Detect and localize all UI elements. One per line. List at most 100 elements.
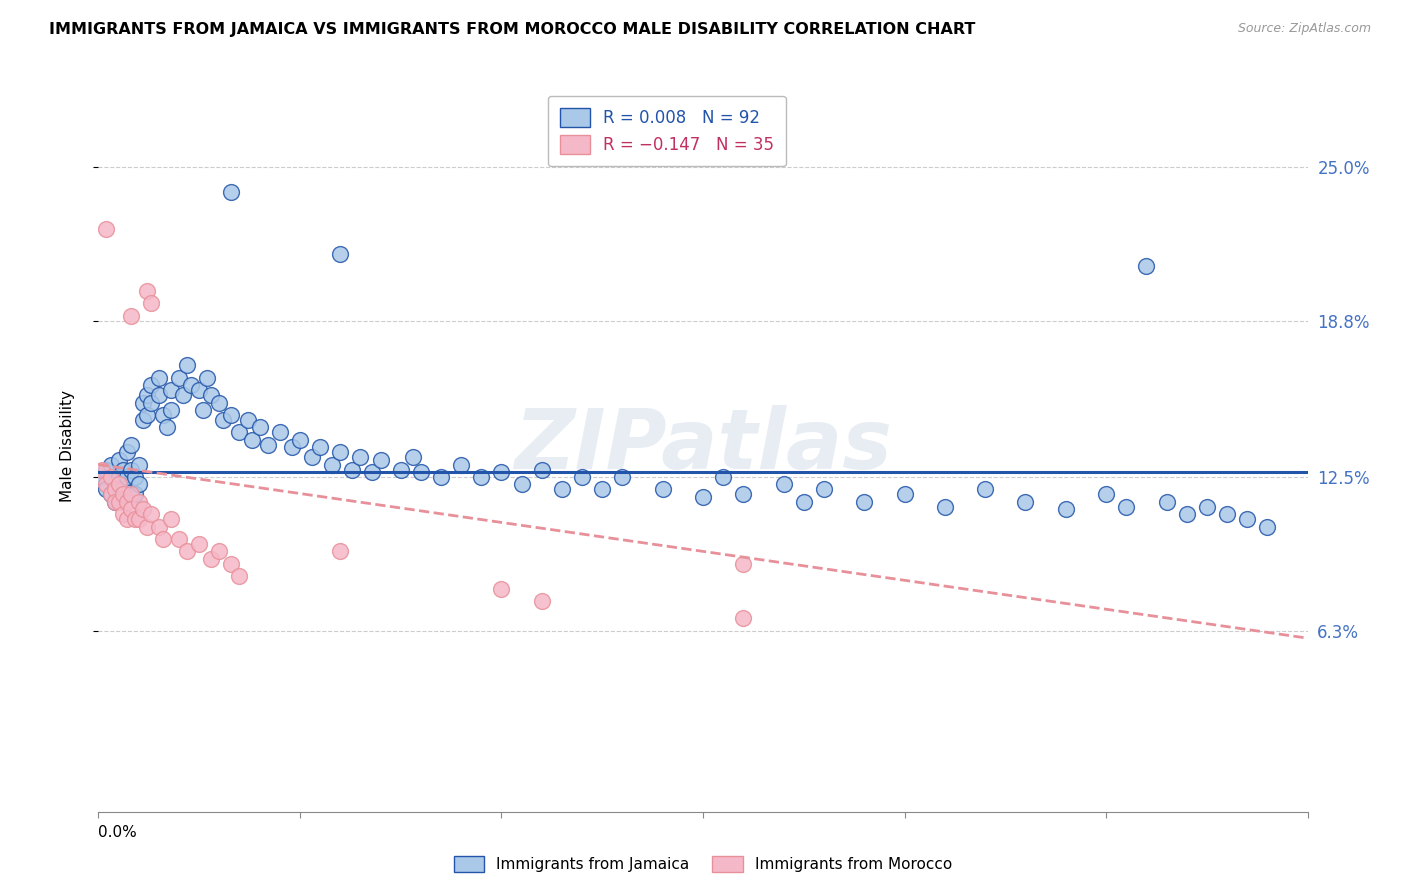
Point: [91, 470, 114, 484]
Point: [96, 222, 118, 236]
Point: [128, 512, 150, 526]
Point: [100, 470, 122, 484]
Point: [402, 450, 425, 465]
Point: [188, 383, 211, 397]
Point: [180, 378, 202, 392]
Point: [733, 611, 755, 625]
Point: [1195, 500, 1218, 514]
Point: [167, 532, 190, 546]
Legend: R = 0.008   N = 92, R = −0.147   N = 35: R = 0.008 N = 92, R = −0.147 N = 35: [548, 96, 786, 166]
Point: [128, 458, 150, 472]
Point: [551, 483, 574, 497]
Point: [111, 487, 134, 501]
Point: [156, 420, 179, 434]
Point: [612, 470, 634, 484]
Point: [120, 309, 142, 323]
Point: [193, 403, 215, 417]
Point: [120, 438, 142, 452]
Point: [893, 487, 915, 501]
Point: [96, 462, 118, 476]
Point: [236, 413, 259, 427]
Point: [309, 440, 332, 454]
Point: [167, 371, 190, 385]
Point: [793, 495, 815, 509]
Point: [772, 477, 794, 491]
Legend: Immigrants from Jamaica, Immigrants from Morocco: Immigrants from Jamaica, Immigrants from…: [446, 848, 960, 880]
Point: [132, 413, 155, 427]
Text: 0.0%: 0.0%: [98, 825, 138, 840]
Point: [1256, 519, 1278, 533]
Point: [329, 544, 352, 558]
Point: [1054, 502, 1077, 516]
Point: [200, 388, 222, 402]
Point: [128, 495, 150, 509]
Point: [124, 487, 146, 501]
Point: [160, 403, 183, 417]
Point: [128, 477, 150, 491]
Point: [591, 483, 613, 497]
Point: [115, 445, 138, 459]
Point: [1175, 507, 1198, 521]
Point: [733, 557, 755, 571]
Point: [342, 462, 364, 476]
Point: [240, 433, 263, 447]
Point: [148, 519, 170, 533]
Point: [188, 537, 211, 551]
Point: [1095, 487, 1118, 501]
Point: [111, 462, 134, 476]
Point: [409, 465, 432, 479]
Point: [228, 569, 250, 583]
Point: [135, 408, 157, 422]
Point: [301, 450, 323, 465]
Point: [100, 458, 122, 472]
Point: [132, 502, 155, 516]
Point: [692, 490, 714, 504]
Point: [530, 462, 553, 476]
Point: [111, 507, 134, 521]
Point: [1135, 259, 1157, 273]
Point: [148, 371, 170, 385]
Point: [96, 477, 118, 491]
Point: [160, 383, 183, 397]
Point: [349, 450, 371, 465]
Point: [103, 495, 125, 509]
Point: [96, 483, 118, 497]
Point: [389, 462, 412, 476]
Point: [208, 395, 231, 409]
Point: [934, 500, 956, 514]
Point: [1115, 500, 1137, 514]
Point: [115, 495, 138, 509]
Point: [329, 445, 352, 459]
Point: [111, 483, 134, 497]
Point: [176, 544, 198, 558]
Point: [208, 544, 231, 558]
Point: [1216, 507, 1239, 521]
Point: [212, 413, 235, 427]
Point: [329, 247, 352, 261]
Point: [135, 519, 157, 533]
Point: [491, 465, 513, 479]
Point: [1236, 512, 1258, 526]
Point: [152, 408, 174, 422]
Point: [733, 487, 755, 501]
Point: [139, 395, 162, 409]
Point: [228, 425, 250, 440]
Point: [107, 470, 129, 484]
Point: [256, 438, 278, 452]
Point: [221, 557, 243, 571]
Point: [103, 483, 125, 497]
Point: [361, 465, 384, 479]
Point: [853, 495, 876, 509]
Point: [107, 452, 129, 467]
Point: [115, 470, 138, 484]
Point: [510, 477, 533, 491]
Point: [152, 532, 174, 546]
Point: [100, 487, 122, 501]
Point: [200, 551, 222, 566]
Point: [370, 452, 392, 467]
Point: [269, 425, 291, 440]
Point: [135, 284, 157, 298]
Point: [1014, 495, 1036, 509]
Point: [176, 359, 198, 373]
Y-axis label: Male Disability: Male Disability: [60, 390, 75, 502]
